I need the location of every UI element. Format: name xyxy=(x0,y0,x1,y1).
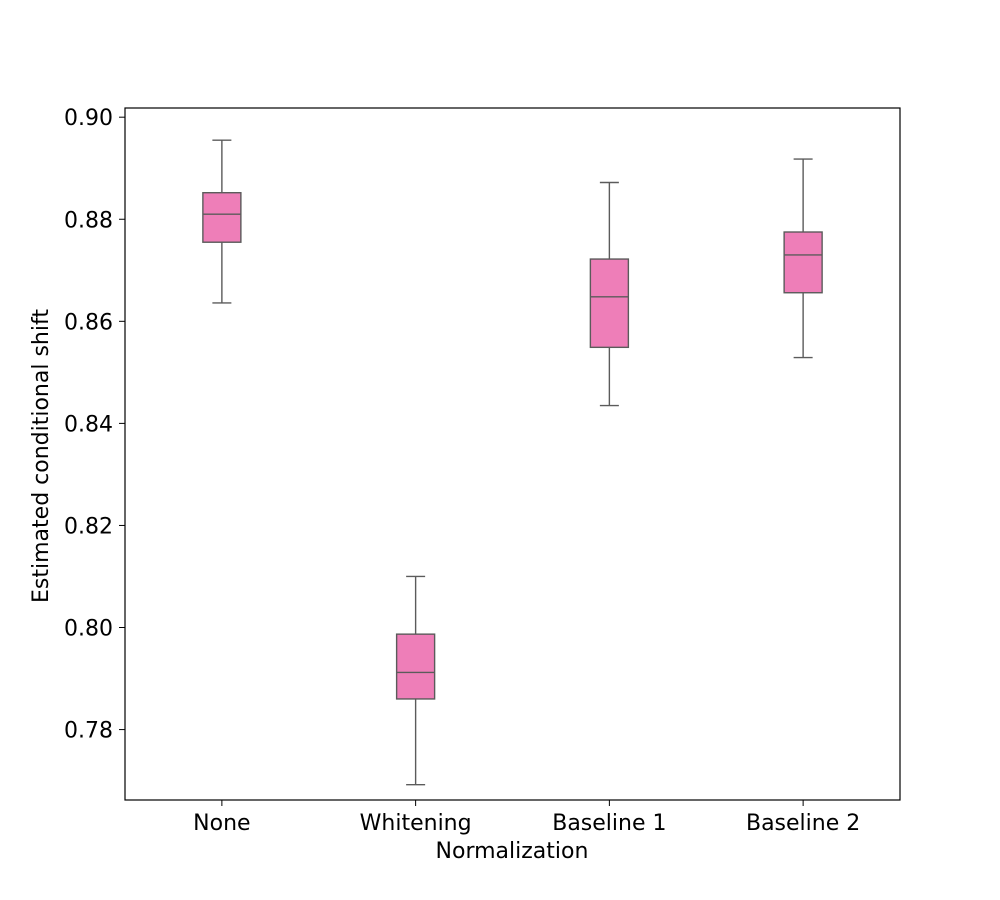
plot-frame xyxy=(124,107,901,801)
y-tick-label: 0.90 xyxy=(64,106,113,131)
box-baseline-1 xyxy=(589,181,630,407)
iqr-box xyxy=(783,231,823,294)
y-tick-label: 0.82 xyxy=(64,514,113,539)
iqr-box xyxy=(589,258,630,349)
iqr-box xyxy=(395,633,436,700)
box-series xyxy=(202,139,823,786)
x-tick-label: Baseline 1 xyxy=(552,811,666,836)
y-axis: 0.78 0.80 0.82 0.84 0.86 0.88 0.90 xyxy=(64,106,125,744)
iqr-box xyxy=(202,192,242,243)
y-tick-label: 0.88 xyxy=(64,208,113,233)
x-axis: None Whitening Baseline 1 Baseline 2 xyxy=(193,800,860,836)
y-tick-label: 0.78 xyxy=(64,719,113,744)
x-tick-label: None xyxy=(193,811,250,836)
y-tick-label: 0.84 xyxy=(64,412,113,437)
box-whitening xyxy=(395,575,436,786)
x-tick-label: Whitening xyxy=(360,811,472,836)
box-none xyxy=(202,139,242,304)
x-axis-title: Normalization xyxy=(436,839,589,864)
y-tick-label: 0.80 xyxy=(64,617,113,642)
y-tick-label: 0.86 xyxy=(64,310,113,335)
y-axis-title: Estimated conditional shift xyxy=(29,309,54,603)
box-baseline-2 xyxy=(783,158,823,359)
x-tick-label: Baseline 2 xyxy=(746,811,860,836)
